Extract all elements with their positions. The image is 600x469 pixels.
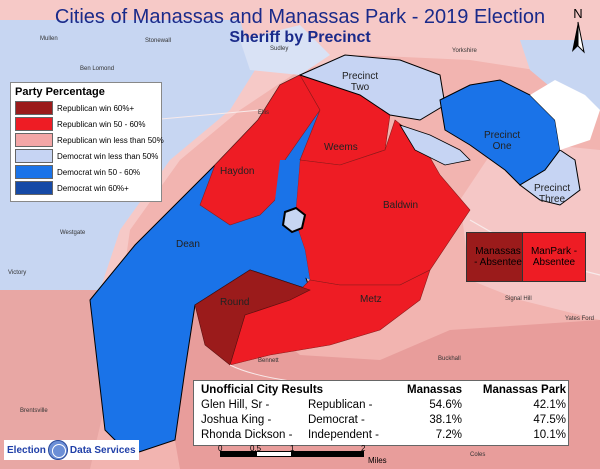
legend-swatch	[15, 133, 53, 147]
scale-bar: 0 0.5 1 2 Miles	[218, 444, 398, 466]
results-heading: Unofficial City Results	[201, 383, 324, 396]
label-round: Round	[220, 297, 250, 308]
label-precinct-three: Precinct Three	[534, 183, 571, 205]
legend-item: Democrat win 60%+	[11, 180, 161, 196]
candidate-party: Republican -	[307, 398, 373, 411]
candidate-party: Independent -	[307, 428, 379, 441]
scale-segment	[220, 451, 256, 457]
scale-tick-1: 1	[290, 444, 295, 453]
absentee-manassas: Manassas - Absentee	[466, 232, 530, 282]
precinct-three	[519, 149, 581, 206]
absentee-manpark: ManPark - Absentee	[522, 232, 586, 282]
manassas-park-pct: 42.1%	[533, 398, 566, 411]
col-manassas-park: Manassas Park	[482, 383, 566, 396]
col-manassas: Manassas	[407, 383, 462, 396]
island-enclave	[281, 206, 307, 234]
manassas-pct: 38.1%	[429, 413, 462, 426]
election-data-services-logo: Election Data Services	[4, 440, 139, 460]
candidate-party: Democrat -	[307, 413, 365, 426]
logo-text-left: Election	[7, 444, 46, 456]
manassas-pct: 7.2%	[435, 428, 462, 441]
northeast-white-area	[530, 80, 600, 150]
label-baldwin: Baldwin	[383, 200, 419, 211]
place-ben-lomond: Ben Lomond	[80, 66, 115, 72]
manassas-pct: 54.6%	[429, 398, 462, 411]
place-yates-ford: Yates Ford	[565, 316, 594, 322]
label-dean: Dean	[176, 239, 200, 250]
scale-segment	[256, 451, 292, 457]
north-label: N	[573, 6, 583, 21]
place-bennett: Bennett	[258, 358, 279, 364]
table-row: Glen Hill, Sr - Republican - 54.6% 42.1%	[199, 397, 568, 412]
globe-icon	[47, 440, 68, 460]
place-westgate: Westgate	[60, 230, 86, 236]
place-stonewall: Stonewall	[145, 38, 172, 44]
table-row: Joshua King - Democrat - 38.1% 47.5%	[199, 412, 568, 427]
road-1	[149, 109, 261, 121]
north-light-blue	[240, 25, 330, 75]
label-metz: Metz	[360, 294, 382, 305]
candidate-name: Joshua King -	[201, 413, 272, 426]
scale-tick-2: 2	[361, 444, 366, 453]
precinct-round	[194, 269, 311, 366]
legend-label: Democrat win 50 - 60%	[57, 167, 141, 177]
place-victory: Victory	[8, 270, 27, 276]
legend-swatch	[15, 149, 53, 163]
map-title: Cities of Manassas and Manassas Park - 2…	[54, 6, 546, 28]
legend-label: Republican win less than 50%	[57, 135, 164, 145]
west-area-lower	[0, 290, 120, 469]
manassas-park-pct: 47.5%	[533, 413, 566, 426]
north-arrow-icon: N	[566, 6, 590, 60]
legend-item: Republican win less than 50%	[11, 132, 164, 148]
scale-tick-05: 0.5	[250, 444, 262, 453]
place-brentsville: Brentsville	[20, 408, 48, 414]
label-haydon: Haydon	[220, 166, 255, 177]
legend-item: Democrat win 50 - 60%	[11, 164, 161, 180]
logo-text-right: Data Services	[69, 444, 136, 456]
results-header-row: Unofficial City Results Manassas Manassa…	[199, 382, 568, 397]
place-signal-hill: Signal Hill	[505, 296, 532, 302]
place-sudley: Sudley	[270, 46, 289, 52]
scale-unit: Miles	[368, 456, 387, 465]
scale-tick-0: 0	[218, 444, 223, 453]
results-table: Unofficial City Results Manassas Manassa…	[193, 380, 569, 446]
candidate-name: Rhonda Dickson -	[201, 428, 293, 441]
label-precinct-two: Precinct Two	[342, 71, 379, 93]
place-coles: Coles	[470, 452, 486, 458]
scale-segment	[292, 451, 364, 457]
legend-item: Democrat win less than 50%	[11, 148, 161, 164]
legend: Party Percentage Republican win 60%+ Rep…	[10, 82, 164, 202]
manassas-park-pct: 10.1%	[533, 428, 566, 441]
label-precinct-one: Precinct One	[484, 130, 521, 152]
legend-label: Democrat win less than 50%	[57, 151, 159, 161]
legend-item: Republican win 50 - 60%	[11, 116, 161, 132]
mp-connector	[399, 124, 471, 166]
map-subtitle: Sheriff by Precinct	[229, 29, 371, 46]
legend-label: Republican win 50 - 60%	[57, 119, 146, 129]
north-arrow-shape	[572, 21, 585, 54]
legend-title: Party Percentage	[15, 86, 105, 98]
place-yorkshire: Yorkshire	[452, 48, 477, 54]
legend-label: Republican win 60%+	[57, 103, 135, 113]
candidate-name: Glen Hill, Sr -	[201, 398, 270, 411]
place-buckhall: Buckhall	[438, 356, 461, 362]
precinct-two	[298, 54, 446, 121]
legend-swatch	[15, 101, 53, 115]
legend-swatch	[15, 181, 53, 195]
legend-swatch	[15, 165, 53, 179]
place-mullen: Mullen	[40, 36, 58, 42]
label-weems: Weems	[324, 142, 358, 153]
place-ellis: Ellis	[258, 110, 270, 116]
legend-label: Democrat win 60%+	[57, 183, 129, 193]
legend-item: Republican win 60%+	[11, 100, 161, 116]
legend-swatch	[15, 117, 53, 131]
table-row: Rhonda Dickson - Independent - 7.2% 10.1…	[199, 427, 568, 442]
